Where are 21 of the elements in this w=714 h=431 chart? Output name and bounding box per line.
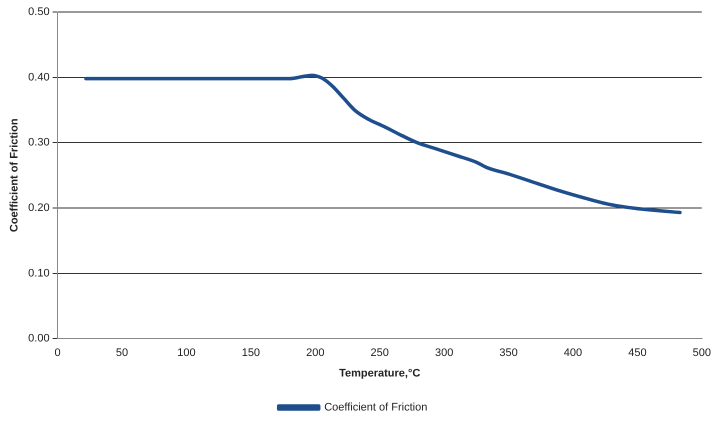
x-tick-label: 350 bbox=[499, 347, 518, 360]
x-axis-title: Temperature,°C bbox=[339, 367, 420, 380]
x-tick-label: 0 bbox=[54, 347, 61, 360]
x-tick-label: 250 bbox=[370, 347, 389, 360]
x-tick-label: 150 bbox=[242, 347, 260, 360]
x-tick-label: 300 bbox=[434, 347, 454, 360]
line-series bbox=[84, 74, 682, 214]
y-tick-label: 0.20 bbox=[28, 202, 50, 214]
x-tick-label: 400 bbox=[564, 347, 582, 360]
y-axis-title: Coefficient of Friction bbox=[8, 118, 21, 232]
y-tick-label: 0.40 bbox=[28, 71, 50, 84]
legend-label: Coefficient of Friction bbox=[324, 402, 428, 414]
y-tick-label: 0.30 bbox=[28, 136, 50, 149]
y-tick-label: 0.00 bbox=[28, 332, 50, 345]
y-tick-label: 0.10 bbox=[28, 267, 50, 280]
x-tick-label: 50 bbox=[116, 347, 128, 360]
x-tick-label: 100 bbox=[177, 347, 196, 360]
x-tick-label: 200 bbox=[306, 347, 324, 360]
x-tick-label: 500 bbox=[692, 347, 712, 360]
y-tick-label: 0.50 bbox=[28, 6, 50, 18]
x-tick-label: 450 bbox=[628, 347, 647, 360]
